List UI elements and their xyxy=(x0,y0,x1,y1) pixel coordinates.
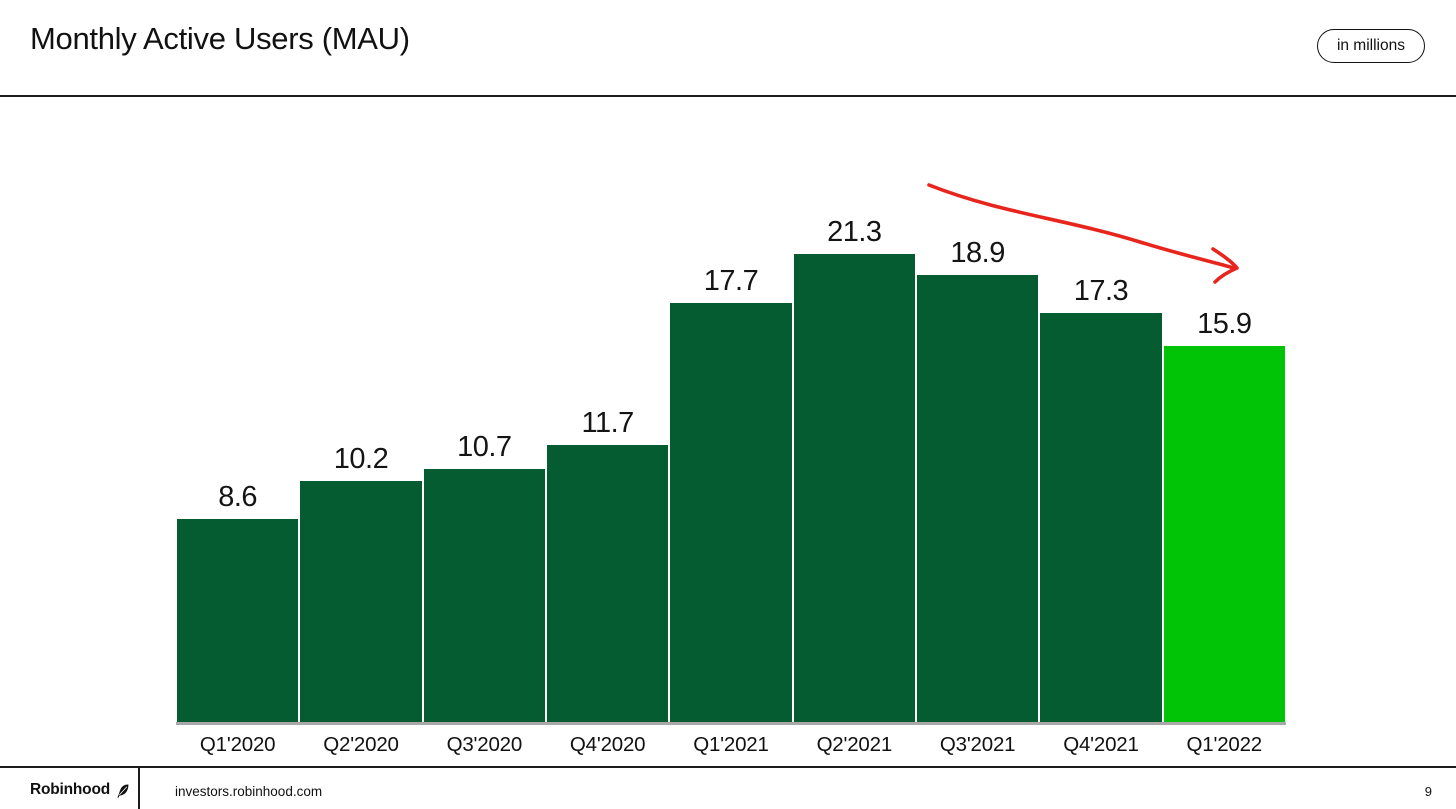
x-axis-label: Q3'2020 xyxy=(446,733,523,756)
bar-column: 11.7 xyxy=(545,218,670,722)
bar-value-label: 10.7 xyxy=(457,430,512,463)
brand-logo: Robinhood xyxy=(30,781,130,799)
bar xyxy=(792,254,916,722)
header-divider xyxy=(0,95,1456,97)
bar-value-label: 17.3 xyxy=(1073,274,1129,307)
bar xyxy=(176,518,300,722)
bar xyxy=(422,468,546,722)
x-axis-label: Q1'2020 xyxy=(199,733,276,756)
bar-column: 10.7 xyxy=(422,218,546,722)
bar xyxy=(545,445,670,722)
x-axis-baseline xyxy=(176,722,1286,725)
bar-value-label: 21.3 xyxy=(827,216,882,248)
x-axis-label: Q1'2022 xyxy=(1186,733,1263,756)
bar-value-label: 10.2 xyxy=(333,442,389,475)
bar-column: 8.6 xyxy=(176,218,300,722)
x-axis-label: Q2'2021 xyxy=(816,733,893,756)
page-number: 9 xyxy=(1424,784,1432,799)
unit-badge: in millions xyxy=(1316,29,1425,63)
bar-group: 8.6 10.2 10.7 11.7 17.7 21.3 18.9 17.3 15.9 xyxy=(176,218,1286,722)
footer-url: investors.robinhood.com xyxy=(175,784,323,799)
bar-value-label: 11.7 xyxy=(581,407,635,440)
bar-column: 15.9 xyxy=(1162,218,1286,722)
bar xyxy=(299,480,423,722)
x-axis-label: Q3'2021 xyxy=(939,733,1016,756)
bar-value-label: 8.6 xyxy=(218,480,258,513)
bar-value-label: 17.7 xyxy=(703,265,759,298)
mau-bar-chart: 8.6 10.2 10.7 11.7 17.7 21.3 18.9 17.3 15.9 xyxy=(176,218,1286,722)
x-axis-label-row: Q1'2020 Q2'2020 Q3'2020 Q4'2020 Q1'2021 Q2'20… xyxy=(176,733,1286,757)
bar-column: 21.3 xyxy=(792,216,916,722)
footer-divider-vertical xyxy=(138,766,140,809)
x-axis-label: Q4'2021 xyxy=(1063,733,1139,756)
x-axis-label: Q1'2021 xyxy=(693,733,769,756)
bar-value-label: 15.9 xyxy=(1197,307,1252,340)
page-title: Monthly Active Users (MAU) xyxy=(30,21,410,56)
bar-column: 18.9 xyxy=(915,218,1040,722)
x-axis-label: Q4'2020 xyxy=(569,733,646,756)
x-axis-label: Q2'2020 xyxy=(323,733,399,756)
brand-wordmark: Robinhood xyxy=(30,781,110,798)
feather-icon xyxy=(115,783,130,798)
bar-column: 17.3 xyxy=(1039,218,1163,722)
footer-top-border xyxy=(0,766,1456,768)
bar xyxy=(915,274,1040,722)
bar xyxy=(1039,312,1163,722)
bar-column: 17.7 xyxy=(669,218,793,722)
bar-value-label: 18.9 xyxy=(950,236,1005,269)
bar xyxy=(669,303,793,722)
bar xyxy=(1162,345,1286,722)
bar-column: 10.2 xyxy=(299,218,423,722)
